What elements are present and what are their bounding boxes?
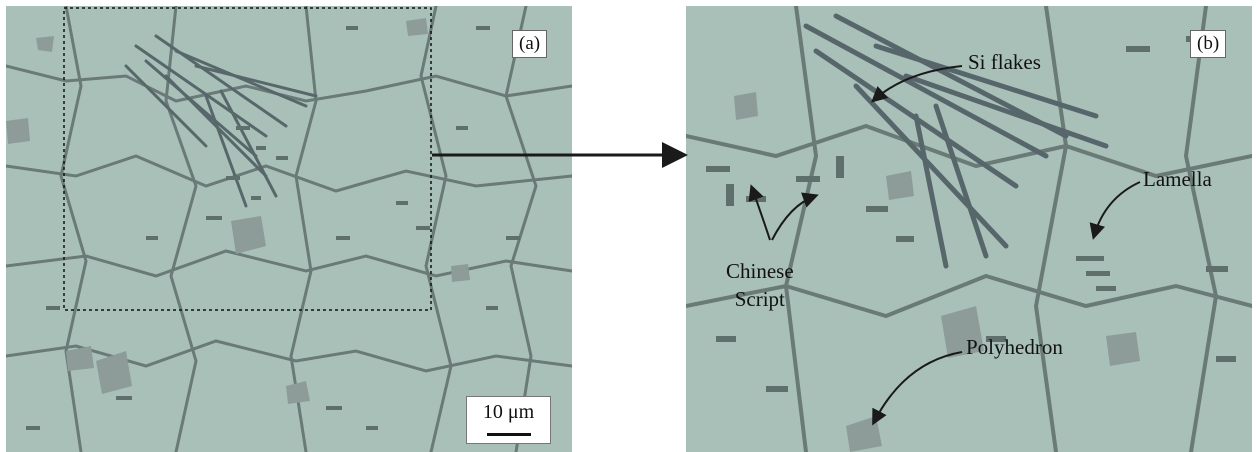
chinese-script-arrow-2 — [771, 192, 819, 241]
si-flakes-arrow — [871, 65, 963, 103]
annotation-chinese-line1: Chinese — [726, 259, 794, 283]
annotation-si-flakes: Si flakes — [968, 50, 1041, 74]
lamella-arrow — [1089, 181, 1141, 240]
scale-bar: 10 μm — [466, 396, 551, 444]
micrograph-panel-b: (b) — [686, 6, 1252, 452]
scale-bar-text: 10 μm — [482, 401, 535, 423]
scale-bar-line — [487, 433, 531, 436]
micrograph-panel-a: (a) 10 μm — [6, 6, 572, 452]
chinese-script-arrow-1 — [748, 184, 771, 241]
micrograph-a-image — [6, 6, 572, 452]
annotation-lamella: Lamella — [1143, 167, 1212, 191]
annotation-chinese-line2: Script — [734, 287, 785, 311]
annotation-chinese-script: Chinese Script — [726, 257, 794, 313]
zoom-arrow-head — [662, 142, 688, 168]
panel-b-label: (b) — [1190, 30, 1227, 58]
panel-a-label: (a) — [512, 30, 548, 58]
polyhedron-arrow — [872, 351, 963, 426]
annotation-polyhedron: Polyhedron — [966, 335, 1063, 359]
